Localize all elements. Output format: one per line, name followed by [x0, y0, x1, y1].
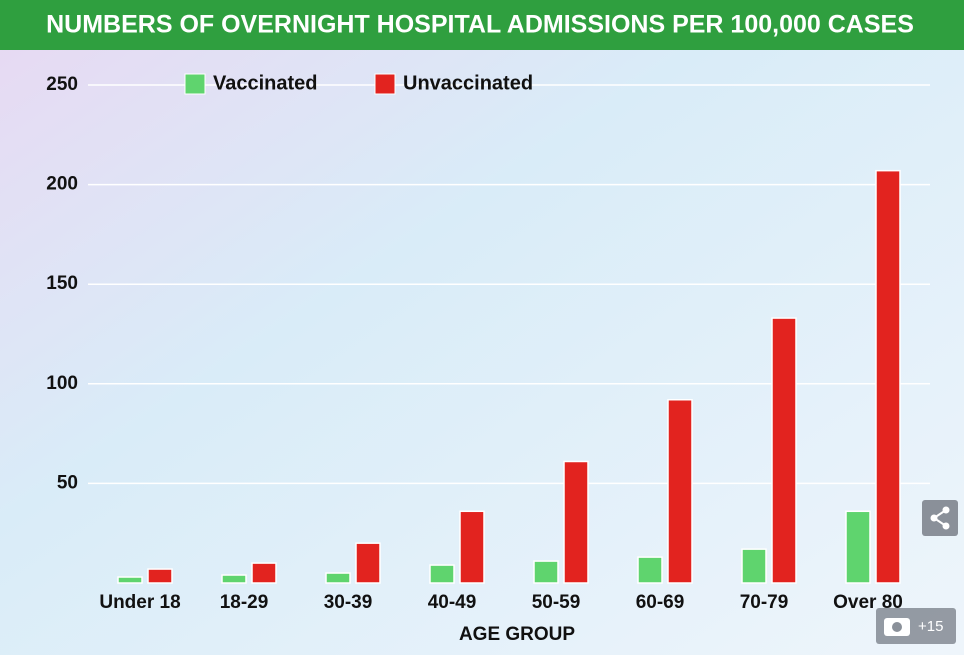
x-tick-label: 40-49 [428, 592, 477, 613]
y-tick-label: 100 [46, 373, 78, 394]
legend-label: Unvaccinated [403, 72, 533, 94]
bar [355, 542, 381, 584]
bar [429, 564, 455, 584]
share-bg[interactable] [922, 500, 958, 536]
share-button[interactable] [922, 500, 958, 536]
bar [563, 460, 589, 584]
x-tick-label: 30-39 [324, 592, 373, 613]
x-tick-label: 70-79 [740, 592, 789, 613]
photo-count: +15 [918, 618, 943, 635]
x-tick-label: Over 80 [833, 592, 903, 613]
x-tick-label: 18-29 [220, 592, 269, 613]
camera-icon [892, 622, 902, 632]
bar [117, 576, 143, 584]
bar [221, 574, 247, 584]
bar [771, 317, 797, 584]
bar [875, 169, 901, 584]
gallery-button[interactable]: +15 [876, 608, 956, 644]
chart-title: NUMBERS OF OVERNIGHT HOSPITAL ADMISSIONS… [46, 11, 914, 39]
x-axis-label: AGE GROUP [459, 624, 575, 645]
share-icon [932, 509, 947, 527]
bar [741, 548, 767, 584]
x-tick-label: 50-59 [532, 592, 581, 613]
bar [325, 572, 351, 584]
y-tick-label: 200 [46, 174, 78, 195]
x-tick-label: 60-69 [636, 592, 685, 613]
bar [667, 398, 693, 584]
legend-swatch [374, 73, 396, 95]
bar [533, 560, 559, 584]
y-tick-label: 150 [46, 273, 78, 294]
bar [845, 510, 871, 584]
y-tick-label: 50 [57, 472, 78, 493]
y-tick-label: 250 [46, 74, 78, 95]
legend-swatch [184, 73, 206, 95]
bar [147, 568, 173, 584]
bar [459, 510, 485, 584]
x-tick-label: Under 18 [99, 592, 180, 613]
title-bar [0, 0, 964, 50]
legend-label: Vaccinated [213, 72, 318, 94]
bar [637, 556, 663, 584]
bar [251, 562, 277, 584]
